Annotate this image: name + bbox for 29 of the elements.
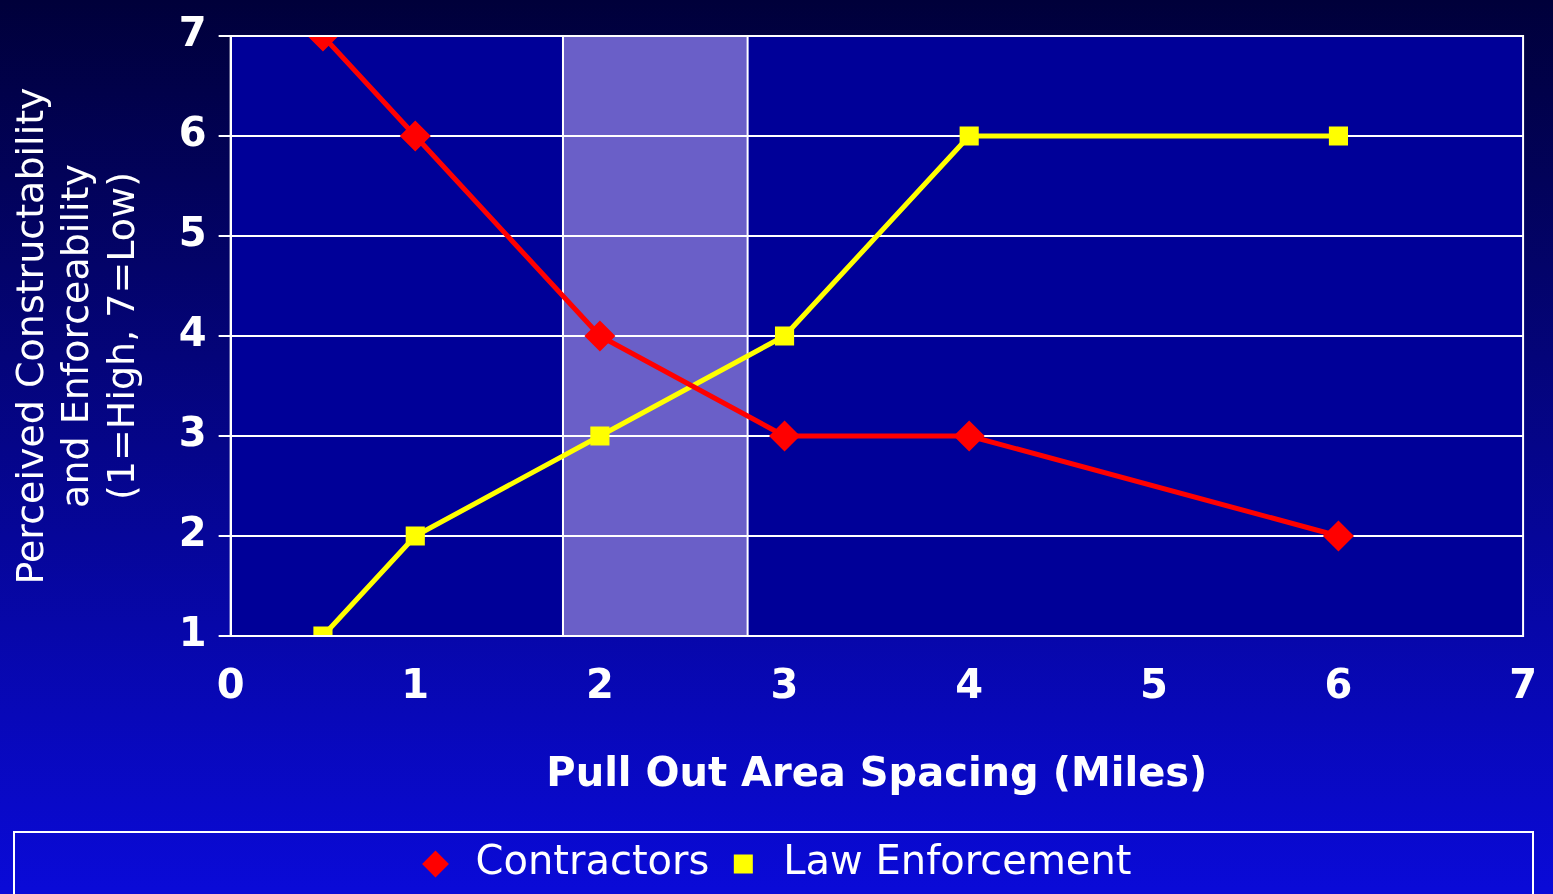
point	[959, 126, 979, 146]
y-tick-label: 6	[178, 109, 207, 156]
point	[585, 321, 615, 351]
y-tick-label: 1	[178, 609, 207, 656]
y-tick-label: 7	[178, 9, 207, 56]
x-tick-label: 3	[770, 661, 799, 708]
point	[770, 421, 800, 451]
point	[1328, 126, 1349, 146]
point	[1323, 521, 1353, 551]
y-tick-label: 4	[178, 309, 207, 356]
x-tick-label: 7	[1509, 661, 1538, 708]
y-tick-label: 2	[178, 509, 207, 556]
x-axis-title: Pull Out Area Spacing (Miles)	[546, 749, 1208, 796]
x-tick-label: 6	[1324, 661, 1353, 708]
y-tick-label: 3	[178, 409, 207, 456]
point	[400, 121, 430, 151]
point	[590, 426, 610, 446]
x-tick-label: 2	[585, 661, 614, 708]
legend-label: Law Enforcement	[783, 837, 1132, 884]
point	[405, 526, 425, 546]
point	[954, 421, 984, 451]
y-axis-title: Perceived Constructability and Enforceability (1=High, 7=Low)	[7, 87, 143, 585]
point	[774, 326, 795, 346]
legend-label: Contractors	[475, 837, 710, 884]
y-tick-label: 5	[178, 209, 207, 256]
x-tick-label: 1	[401, 661, 430, 708]
x-tick-label: 4	[955, 661, 984, 708]
x-tick-label: 5	[1139, 661, 1168, 708]
x-tick-label: 0	[216, 661, 245, 708]
